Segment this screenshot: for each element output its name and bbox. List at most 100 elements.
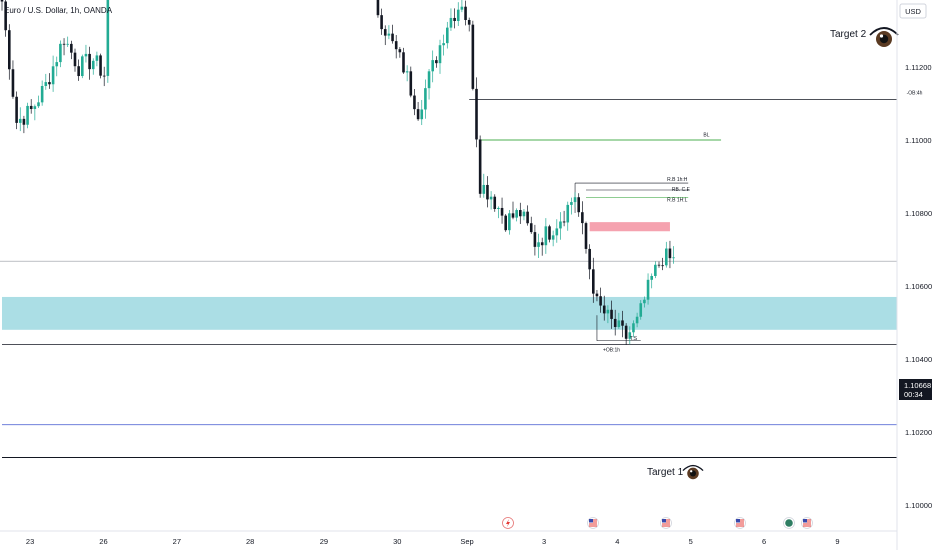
candle — [606, 305, 610, 324]
candle-body — [537, 242, 540, 247]
last-price-value: 1.10668 — [904, 381, 931, 390]
us-flag-stripe — [803, 525, 811, 527]
event-us-flag-2[interactable] — [660, 517, 672, 529]
candle — [588, 244, 591, 280]
us-flag-canton — [803, 519, 807, 523]
candle — [628, 326, 632, 345]
candle — [416, 102, 420, 121]
candle-body — [29, 105, 33, 110]
currency-button[interactable]: USD — [899, 3, 927, 19]
candle — [632, 320, 635, 338]
candle — [18, 107, 22, 132]
candle — [661, 257, 664, 271]
candle — [497, 206, 500, 219]
candle — [380, 8, 383, 35]
candle — [402, 47, 405, 74]
candle — [409, 66, 413, 98]
candle — [33, 104, 37, 121]
event-us-flag-1[interactable] — [587, 517, 599, 529]
candle-body — [37, 102, 40, 107]
us-flag-stripe — [662, 523, 670, 525]
candle-body — [493, 196, 497, 209]
candle — [508, 210, 511, 235]
x-tick-label: 4 — [615, 537, 619, 546]
candle — [548, 224, 551, 243]
candle — [11, 60, 15, 99]
candle — [66, 36, 69, 47]
candle — [475, 77, 478, 148]
candle — [420, 99, 424, 126]
candle-body — [482, 184, 486, 194]
candle-body — [4, 1, 7, 31]
y-tick-label: 1.11000 — [905, 136, 932, 145]
candle-body — [661, 265, 664, 267]
x-tick-label: 30 — [393, 537, 401, 546]
us-flag-canton — [662, 519, 666, 523]
event-flash-icon[interactable] — [502, 517, 514, 529]
rb-1h-l-label: R.B 1H:L — [667, 197, 688, 203]
candle — [610, 300, 613, 329]
candle — [592, 257, 595, 303]
candle-body — [632, 323, 635, 333]
candle — [654, 261, 657, 279]
candle-body — [668, 248, 672, 259]
event-eco-icon[interactable] — [783, 517, 795, 529]
event-us-flag-4[interactable] — [801, 517, 813, 529]
candle — [650, 273, 653, 289]
target-2-label: Target 2 — [830, 29, 867, 40]
candle-body — [18, 118, 22, 123]
ts-label: T.S — [630, 336, 638, 342]
flash-bolt — [506, 519, 510, 527]
candle — [533, 224, 537, 256]
event-us-flag-3[interactable] — [734, 517, 746, 529]
candle-body — [657, 264, 661, 266]
candle-body — [460, 6, 464, 10]
candle-body — [456, 9, 460, 22]
us-flag-canton — [589, 519, 593, 523]
candle — [99, 53, 102, 79]
y-tick-label: 1.10200 — [905, 428, 932, 437]
eye-icon — [869, 27, 899, 47]
candle-body — [427, 71, 431, 89]
candle-body — [81, 56, 84, 77]
candle-body — [613, 318, 617, 327]
rb-ce-label: RB. C.E — [672, 187, 691, 193]
x-tick-label: 3 — [542, 537, 546, 546]
us-flag-stripe — [589, 523, 597, 525]
x-tick-label: 29 — [320, 537, 328, 546]
candle-body — [566, 204, 570, 223]
candle — [424, 79, 427, 119]
candle — [570, 197, 573, 215]
candle — [577, 193, 580, 217]
x-tick-label: Sep — [460, 537, 473, 546]
candle-body — [478, 139, 482, 194]
candle-body — [402, 52, 405, 73]
candle — [555, 219, 559, 243]
candle — [15, 91, 18, 130]
candle — [526, 205, 529, 226]
candle-body — [416, 109, 420, 120]
x-tick-label: 27 — [173, 537, 181, 546]
candle-body — [11, 69, 15, 97]
us-flag-stripe — [662, 525, 670, 527]
candle — [84, 44, 88, 63]
candle — [540, 237, 544, 256]
candle — [482, 173, 486, 198]
candle-body — [442, 43, 445, 46]
candle — [8, 24, 11, 80]
candle — [40, 80, 44, 106]
candle-body — [672, 257, 675, 259]
eye-icon-lid — [869, 27, 899, 36]
candle-body — [467, 19, 471, 25]
candle-body — [62, 43, 66, 45]
candle-body — [398, 49, 402, 53]
candle-body — [555, 228, 559, 236]
candle-body — [559, 221, 562, 229]
candle-body — [533, 232, 537, 247]
candle — [643, 296, 646, 308]
candle-body — [602, 305, 606, 314]
candle-body — [577, 197, 580, 213]
candle — [464, 0, 467, 26]
candle — [59, 40, 62, 68]
